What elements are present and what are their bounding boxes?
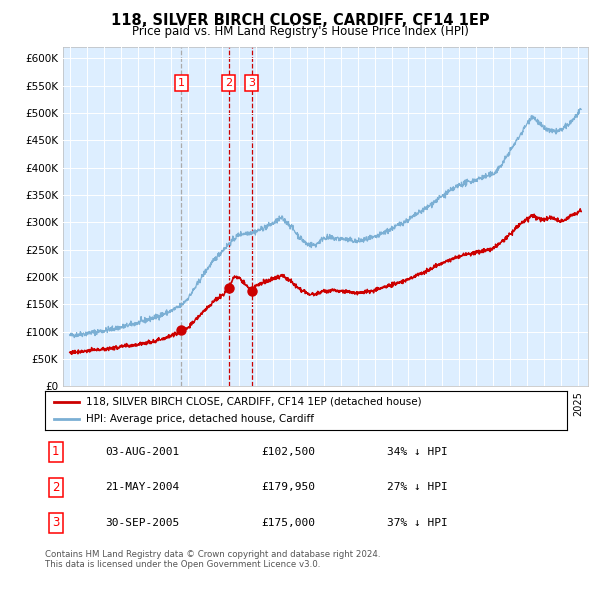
Text: 03-AUG-2001: 03-AUG-2001 bbox=[105, 447, 179, 457]
Text: HPI: Average price, detached house, Cardiff: HPI: Average price, detached house, Card… bbox=[86, 414, 314, 424]
Text: 2: 2 bbox=[225, 78, 232, 88]
Text: 118, SILVER BIRCH CLOSE, CARDIFF, CF14 1EP (detached house): 118, SILVER BIRCH CLOSE, CARDIFF, CF14 1… bbox=[86, 396, 421, 407]
Text: 1: 1 bbox=[178, 78, 185, 88]
Text: 34% ↓ HPI: 34% ↓ HPI bbox=[387, 447, 448, 457]
Text: £175,000: £175,000 bbox=[261, 518, 315, 527]
Text: £179,950: £179,950 bbox=[261, 483, 315, 492]
Text: 3: 3 bbox=[248, 78, 256, 88]
Text: Contains HM Land Registry data © Crown copyright and database right 2024.
This d: Contains HM Land Registry data © Crown c… bbox=[45, 550, 380, 569]
Text: 118, SILVER BIRCH CLOSE, CARDIFF, CF14 1EP: 118, SILVER BIRCH CLOSE, CARDIFF, CF14 1… bbox=[110, 13, 490, 28]
Text: 2: 2 bbox=[52, 481, 59, 494]
Text: Price paid vs. HM Land Registry's House Price Index (HPI): Price paid vs. HM Land Registry's House … bbox=[131, 25, 469, 38]
Text: 21-MAY-2004: 21-MAY-2004 bbox=[105, 483, 179, 492]
Text: 3: 3 bbox=[52, 516, 59, 529]
Text: £102,500: £102,500 bbox=[261, 447, 315, 457]
Text: 1: 1 bbox=[52, 445, 59, 458]
Text: 27% ↓ HPI: 27% ↓ HPI bbox=[387, 483, 448, 492]
Text: 30-SEP-2005: 30-SEP-2005 bbox=[105, 518, 179, 527]
Text: 37% ↓ HPI: 37% ↓ HPI bbox=[387, 518, 448, 527]
